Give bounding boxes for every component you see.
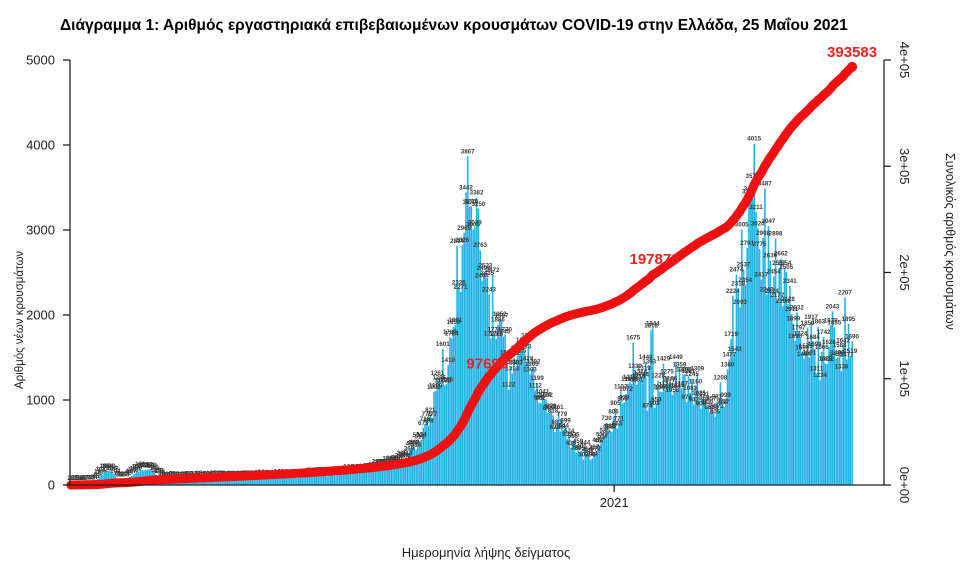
svg-text:2021: 2021 <box>600 495 629 510</box>
svg-text:2128: 2128 <box>781 296 795 303</box>
svg-text:721: 721 <box>614 416 625 423</box>
svg-text:97698: 97698 <box>466 356 508 373</box>
svg-text:1392: 1392 <box>527 359 541 366</box>
svg-text:2826: 2826 <box>455 237 469 244</box>
svg-text:534: 534 <box>416 432 427 439</box>
svg-text:4000: 4000 <box>26 138 55 153</box>
svg-text:1199: 1199 <box>530 375 544 382</box>
svg-text:3047: 3047 <box>762 218 776 225</box>
svg-text:3382: 3382 <box>470 190 484 197</box>
svg-text:1690: 1690 <box>845 333 859 340</box>
svg-text:0: 0 <box>48 478 55 493</box>
svg-text:2207: 2207 <box>838 289 852 296</box>
svg-text:1338: 1338 <box>834 363 848 370</box>
svg-text:3867: 3867 <box>461 148 475 155</box>
svg-text:1601: 1601 <box>436 341 450 348</box>
svg-text:3211: 3211 <box>749 204 763 211</box>
svg-text:414: 414 <box>411 442 422 449</box>
svg-text:1543: 1543 <box>728 346 742 353</box>
svg-text:2354: 2354 <box>738 277 752 284</box>
svg-text:1072: 1072 <box>619 386 633 393</box>
svg-text:1393: 1393 <box>642 359 656 366</box>
svg-text:2662: 2662 <box>774 251 788 258</box>
svg-text:699: 699 <box>560 418 571 425</box>
svg-text:2243: 2243 <box>482 286 496 293</box>
svg-text:4015: 4015 <box>747 136 761 143</box>
svg-text:2341: 2341 <box>783 278 797 285</box>
svg-text:2271: 2271 <box>454 284 468 291</box>
svg-text:2093: 2093 <box>733 299 747 306</box>
svg-text:861: 861 <box>553 404 564 411</box>
svg-text:999: 999 <box>721 392 732 399</box>
svg-text:1410: 1410 <box>441 357 455 364</box>
svg-text:1895: 1895 <box>842 316 856 323</box>
svg-text:1185: 1185 <box>440 376 454 383</box>
svg-text:2000: 2000 <box>26 308 55 323</box>
svg-text:2763: 2763 <box>473 242 487 249</box>
svg-text:1002: 1002 <box>539 392 553 399</box>
svg-text:1724: 1724 <box>445 330 459 337</box>
svg-text:1881: 1881 <box>448 317 462 324</box>
svg-text:730: 730 <box>601 415 612 422</box>
svg-text:1244: 1244 <box>635 371 649 378</box>
svg-text:2472: 2472 <box>486 267 500 274</box>
svg-text:1360: 1360 <box>721 361 735 368</box>
svg-text:1208: 1208 <box>713 374 727 381</box>
svg-text:3029: 3029 <box>468 220 482 227</box>
svg-text:917: 917 <box>719 399 730 406</box>
svg-text:2505: 2505 <box>779 264 793 271</box>
svg-text:1000: 1000 <box>26 393 55 408</box>
svg-text:1122: 1122 <box>502 382 516 389</box>
svg-text:2e+05: 2e+05 <box>897 254 912 291</box>
svg-text:1309: 1309 <box>690 366 704 373</box>
svg-text:1899: 1899 <box>786 316 800 323</box>
svg-text:1449: 1449 <box>669 354 683 361</box>
svg-text:973: 973 <box>619 394 630 401</box>
svg-text:4e+05: 4e+05 <box>897 42 912 79</box>
svg-text:1e+05: 1e+05 <box>897 360 912 397</box>
svg-text:1160: 1160 <box>689 378 703 385</box>
svg-text:197878: 197878 <box>629 251 679 268</box>
svg-text:1742: 1742 <box>817 329 831 336</box>
svg-text:3000: 3000 <box>26 223 55 238</box>
svg-text:1844: 1844 <box>646 320 660 327</box>
svg-text:1719: 1719 <box>724 331 738 338</box>
svg-text:1937: 1937 <box>495 312 509 319</box>
svg-text:5000: 5000 <box>26 53 55 68</box>
svg-text:950: 950 <box>651 396 662 403</box>
svg-text:393583: 393583 <box>827 44 877 61</box>
svg-text:1855: 1855 <box>827 319 841 326</box>
svg-text:3250: 3250 <box>471 201 485 208</box>
svg-text:2032: 2032 <box>790 304 804 311</box>
svg-text:2224: 2224 <box>726 288 740 295</box>
svg-text:777: 777 <box>427 411 438 418</box>
svg-text:2775: 2775 <box>753 241 767 248</box>
svg-text:698: 698 <box>423 418 434 425</box>
svg-text:1234: 1234 <box>813 372 827 379</box>
svg-text:1319: 1319 <box>637 365 651 372</box>
svg-text:0e+00: 0e+00 <box>897 467 912 504</box>
svg-text:372: 372 <box>591 445 602 452</box>
svg-text:2043: 2043 <box>826 303 840 310</box>
svg-text:1519: 1519 <box>843 348 857 355</box>
svg-text:1770: 1770 <box>498 327 512 334</box>
svg-text:2537: 2537 <box>737 261 751 268</box>
svg-text:3e+05: 3e+05 <box>897 148 912 185</box>
svg-text:2898: 2898 <box>769 231 783 238</box>
svg-text:1675: 1675 <box>626 335 640 342</box>
svg-text:806: 806 <box>608 408 619 415</box>
